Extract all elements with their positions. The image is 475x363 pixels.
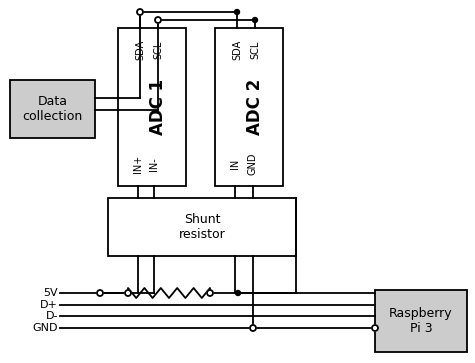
Bar bbox=[215, 28, 283, 186]
Text: SCL: SCL bbox=[250, 41, 260, 59]
Text: D-: D- bbox=[46, 311, 58, 321]
Circle shape bbox=[253, 17, 257, 23]
Text: ADC 1: ADC 1 bbox=[149, 79, 167, 135]
Bar bbox=[108, 198, 296, 256]
Bar bbox=[10, 80, 95, 138]
Circle shape bbox=[235, 9, 239, 15]
Text: GND: GND bbox=[32, 323, 58, 333]
Text: IN+: IN+ bbox=[133, 155, 143, 173]
Bar bbox=[375, 290, 467, 352]
Bar bbox=[118, 28, 186, 186]
Circle shape bbox=[97, 290, 103, 296]
Text: ADC 2: ADC 2 bbox=[246, 79, 264, 135]
Circle shape bbox=[155, 17, 161, 23]
Circle shape bbox=[250, 325, 256, 331]
Text: SCL: SCL bbox=[153, 41, 163, 59]
Circle shape bbox=[125, 290, 131, 296]
Text: Shunt
resistor: Shunt resistor bbox=[179, 213, 225, 241]
Circle shape bbox=[372, 325, 378, 331]
Text: D+: D+ bbox=[40, 300, 58, 310]
Text: IN: IN bbox=[230, 159, 240, 169]
Text: SDA: SDA bbox=[135, 40, 145, 60]
Text: IN-: IN- bbox=[149, 157, 159, 171]
Text: GND: GND bbox=[248, 153, 258, 175]
Text: SDA: SDA bbox=[232, 40, 242, 60]
Text: Raspberry
Pi 3: Raspberry Pi 3 bbox=[389, 307, 453, 335]
Text: 5V: 5V bbox=[43, 288, 58, 298]
Text: Data
collection: Data collection bbox=[22, 95, 83, 123]
Circle shape bbox=[236, 290, 240, 295]
Circle shape bbox=[137, 9, 143, 15]
Circle shape bbox=[207, 290, 213, 296]
